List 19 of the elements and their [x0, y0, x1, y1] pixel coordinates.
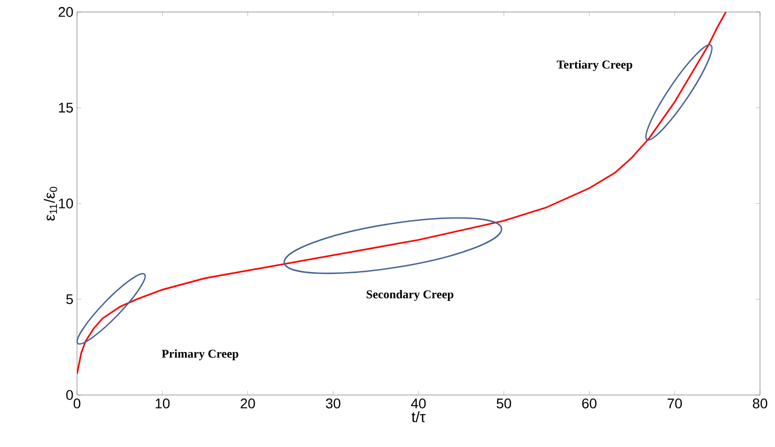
annotation: Secondary Creep	[366, 290, 454, 301]
x-tick-label: 50	[496, 398, 512, 408]
x-tick-label: 60	[582, 398, 596, 408]
x-tick-label: 40	[411, 398, 426, 408]
y-tick-label: 15	[59, 102, 73, 113]
x-tick-label: 80	[752, 398, 768, 408]
x-tick-label: 30	[326, 398, 340, 408]
x-tick-label: 70	[668, 398, 682, 408]
x-tick-label: 10	[156, 398, 170, 408]
y-tick-label: 20	[58, 7, 73, 17]
annotation: Primary Creep	[162, 349, 238, 360]
y-axis-title: ε$_{11}$/ε$_{0}$	[44, 186, 58, 221]
x-tick-label: 20	[240, 398, 255, 408]
x-axis-title: t/τ	[412, 411, 426, 422]
y-tick-label: 10	[59, 198, 73, 208]
annotation: Tertiary Creep	[556, 60, 632, 72]
y-tick-label: 5	[66, 294, 73, 304]
y-tick-label: 0	[66, 390, 73, 400]
x-tick-label: 0	[74, 398, 80, 408]
